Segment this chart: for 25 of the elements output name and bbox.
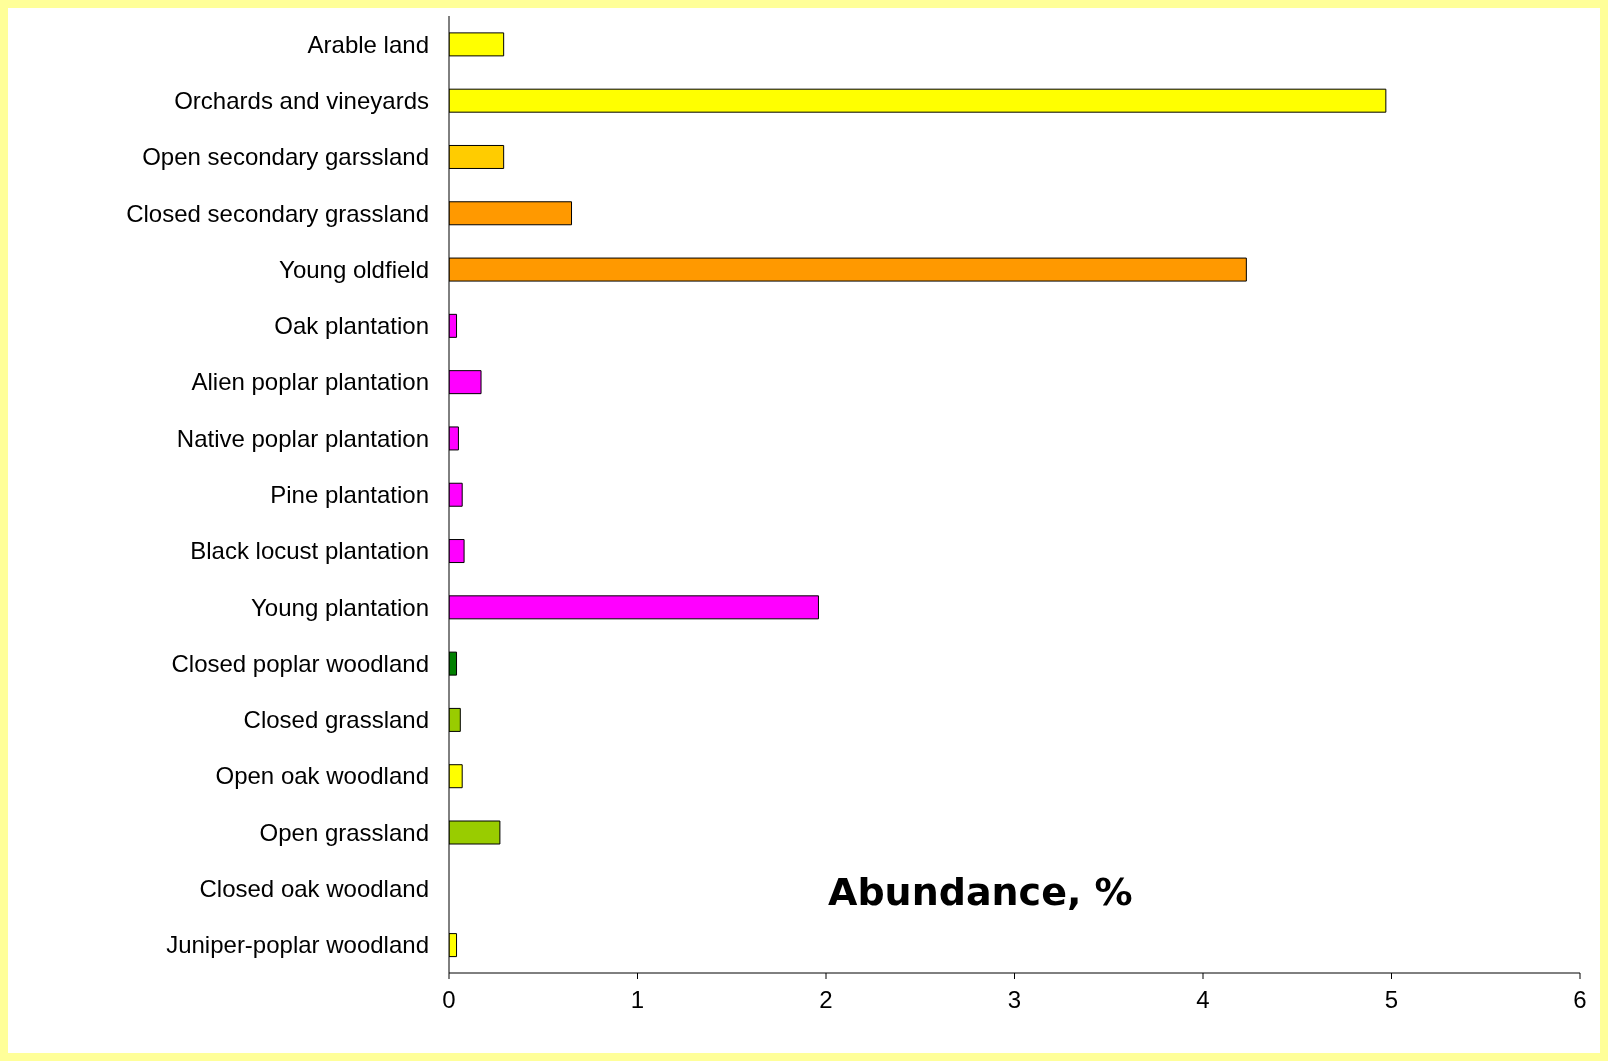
y-tick-label: Closed oak woodland <box>199 875 429 903</box>
x-axis-title: Abundance, % <box>828 870 1133 914</box>
x-tick-label: 2 <box>819 986 833 1014</box>
y-tick-label: Open secondary garssland <box>142 143 429 171</box>
y-tick-label: Orchards and vineyards <box>174 86 429 114</box>
y-tick-label: Open grassland <box>259 818 429 846</box>
y-tick-label: Black locust plantation <box>190 537 429 565</box>
y-tick-label: Young oldfield <box>279 255 429 283</box>
y-tick-label: Pine plantation <box>270 481 429 509</box>
y-tick-label: Closed poplar woodland <box>171 649 429 677</box>
y-tick-label: Closed secondary grassland <box>126 199 429 227</box>
x-tick-label: 6 <box>1573 986 1587 1014</box>
x-tick-label: 3 <box>1007 986 1022 1014</box>
y-tick-label: Closed grassland <box>243 706 429 734</box>
y-tick-label: Young plantation <box>251 593 429 621</box>
y-tick-label: Alien poplar plantation <box>191 368 429 396</box>
x-tick-label: 4 <box>1196 986 1210 1014</box>
y-tick-label: Oak plantation <box>274 312 429 340</box>
y-tick-label: Open oak woodland <box>215 762 429 790</box>
y-tick-label: Native poplar plantation <box>176 424 429 452</box>
y-tick-label: Arable land <box>307 30 429 58</box>
x-tick-label: 1 <box>630 986 645 1014</box>
y-tick-label: Juniper-poplar woodland <box>166 931 429 959</box>
x-tick-label: 5 <box>1384 986 1399 1014</box>
x-tick-label: 0 <box>442 986 456 1014</box>
